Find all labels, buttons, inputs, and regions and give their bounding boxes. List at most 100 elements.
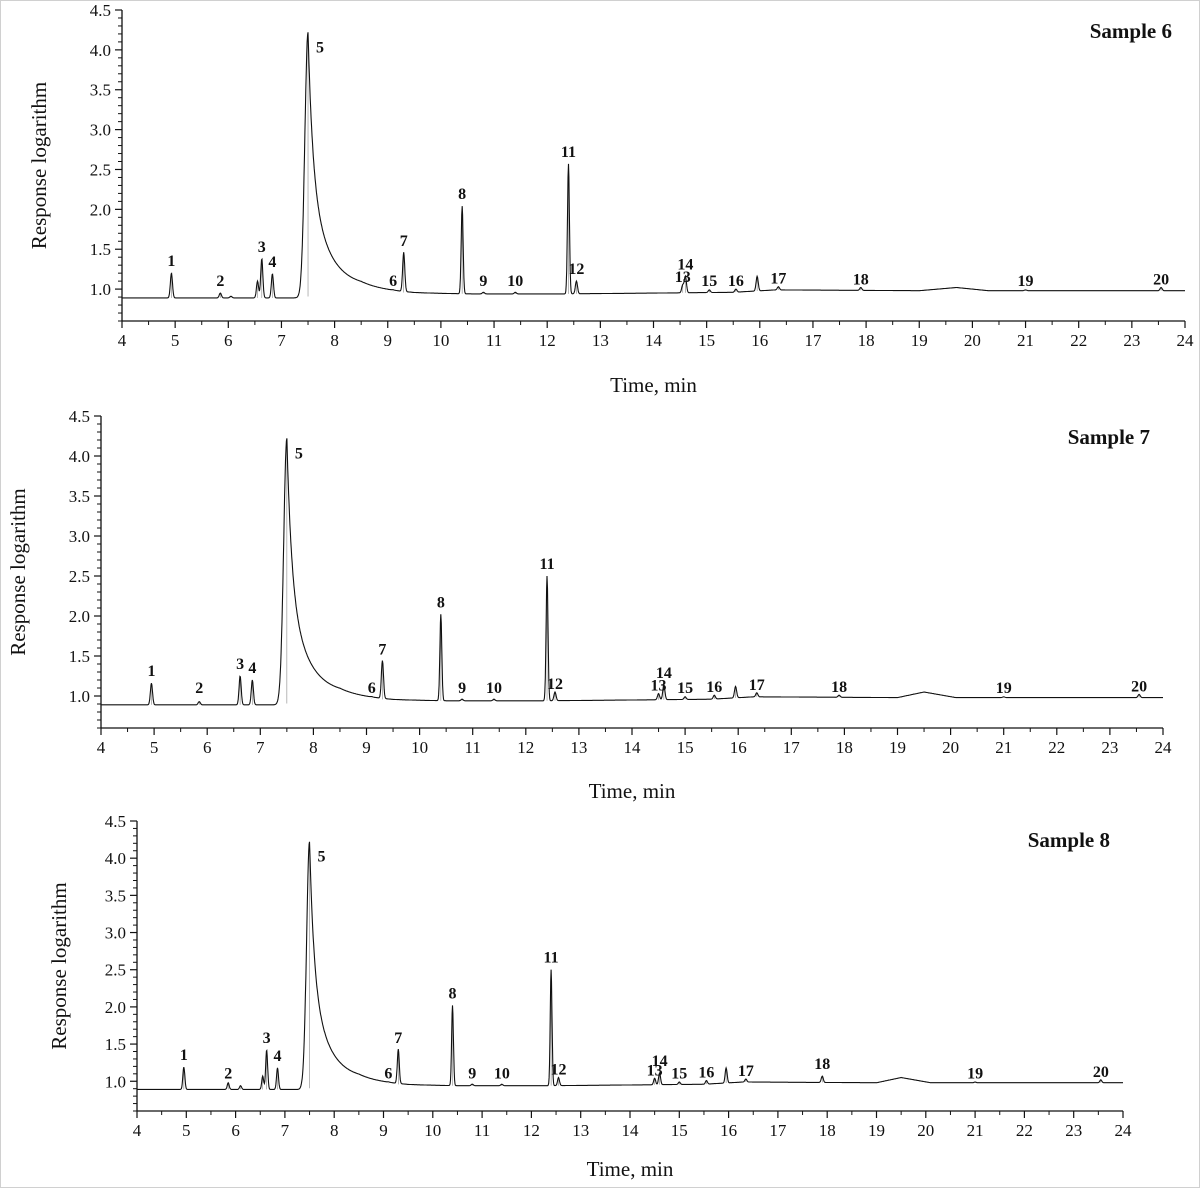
- x-tick-label: 11: [486, 331, 502, 350]
- peak-label: 9: [468, 1065, 476, 1082]
- x-tick-label: 18: [836, 738, 853, 757]
- peak-label: 11: [539, 556, 554, 573]
- x-tick-label: 4: [118, 331, 127, 350]
- y-axis-label: Response logarithm: [6, 488, 30, 655]
- y-tick-label: 1.0: [105, 1072, 126, 1091]
- peak-label: 16: [728, 273, 744, 290]
- peak-label: 18: [853, 272, 869, 289]
- peak-label: 7: [394, 1030, 402, 1047]
- x-tick-label: 20: [917, 1121, 934, 1140]
- x-tick-label: 16: [720, 1121, 737, 1140]
- peak-label: 20: [1153, 272, 1169, 289]
- x-tick-label: 15: [698, 331, 715, 350]
- x-tick-label: 14: [622, 1121, 640, 1140]
- peak-label: 10: [494, 1065, 510, 1082]
- peak-label: 12: [547, 676, 563, 693]
- x-tick-label: 10: [411, 738, 428, 757]
- x-tick-label: 22: [1016, 1121, 1033, 1140]
- x-tick-label: 24: [1177, 331, 1195, 350]
- peak-label: 15: [701, 273, 717, 290]
- x-tick-label: 8: [330, 331, 339, 350]
- x-tick-label: 15: [677, 738, 694, 757]
- y-tick-label: 2.0: [69, 607, 90, 626]
- x-tick-label: 6: [231, 1121, 240, 1140]
- y-tick-label: 1.0: [69, 687, 90, 706]
- peak-label: 10: [486, 680, 502, 697]
- x-tick-label: 8: [309, 738, 318, 757]
- x-tick-label: 17: [783, 738, 801, 757]
- x-tick-label: 7: [281, 1121, 290, 1140]
- x-tick-label: 22: [1070, 331, 1087, 350]
- peak-label: 19: [967, 1065, 983, 1082]
- peak-label: 4: [248, 660, 256, 677]
- x-tick-label: 5: [171, 331, 180, 350]
- peak-label: 8: [458, 186, 466, 203]
- peak-label: 1: [147, 663, 155, 680]
- peak-label: 6: [384, 1065, 392, 1082]
- peak-label: 2: [216, 273, 224, 290]
- y-tick-label: 4.0: [90, 41, 111, 60]
- x-axis-label: Time, min: [589, 779, 676, 803]
- chart-title: Sample 6: [1090, 19, 1172, 43]
- peak-label: 12: [568, 261, 584, 278]
- x-tick-label: 7: [277, 331, 286, 350]
- x-tick-label: 24: [1155, 738, 1173, 757]
- peak-label: 17: [770, 271, 786, 288]
- y-tick-label: 3.0: [90, 121, 111, 140]
- peak-label: 6: [389, 273, 397, 290]
- peak-label: 11: [561, 144, 576, 161]
- x-tick-label: 17: [769, 1121, 787, 1140]
- peak-label: 10: [507, 273, 523, 290]
- y-tick-label: 2.5: [105, 961, 126, 980]
- x-tick-label: 17: [804, 331, 822, 350]
- y-tick-label: 3.0: [69, 527, 90, 546]
- y-tick-label: 2.0: [90, 200, 111, 219]
- x-tick-label: 19: [911, 331, 928, 350]
- peak-label: 1: [180, 1047, 188, 1064]
- peak-label: 9: [458, 680, 466, 697]
- peak-label: 5: [316, 39, 324, 56]
- x-tick-label: 11: [465, 738, 481, 757]
- x-tick-label: 13: [570, 738, 587, 757]
- x-tick-label: 9: [384, 331, 393, 350]
- peak-label: 12: [551, 1062, 567, 1079]
- y-tick-label: 1.5: [69, 647, 90, 666]
- peak-label: 16: [698, 1065, 714, 1082]
- y-axis-label: Response logarithm: [27, 82, 51, 249]
- peak-label: 6: [368, 680, 376, 697]
- x-tick-label: 20: [964, 331, 981, 350]
- x-tick-label: 21: [1017, 331, 1034, 350]
- chromatogram-trace: [122, 32, 1185, 299]
- x-tick-label: 4: [133, 1121, 142, 1140]
- x-tick-label: 23: [1101, 738, 1118, 757]
- chart-title: Sample 8: [1028, 828, 1110, 852]
- chart-title: Sample 7: [1068, 425, 1150, 449]
- x-axis-label: Time, min: [587, 1157, 674, 1181]
- x-tick-label: 21: [995, 738, 1012, 757]
- peak-label: 5: [295, 445, 303, 462]
- x-tick-label: 23: [1123, 331, 1140, 350]
- peak-label: 3: [263, 1030, 271, 1047]
- peak-label: 14: [677, 256, 693, 273]
- x-axis-label: Time, min: [610, 373, 697, 397]
- x-tick-label: 11: [474, 1121, 490, 1140]
- peak-label: 19: [996, 680, 1012, 697]
- x-tick-label: 9: [379, 1121, 388, 1140]
- peak-label: 13: [647, 1062, 663, 1079]
- y-tick-label: 1.5: [90, 240, 111, 259]
- y-tick-label: 3.5: [90, 81, 111, 100]
- x-tick-label: 16: [730, 738, 747, 757]
- chart-panel-sample-6: Sample 6 Time, min Response logarithm 4 5…: [27, 1, 1194, 397]
- x-tick-label: 6: [224, 331, 233, 350]
- x-tick-label: 18: [858, 331, 875, 350]
- x-tick-label: 24: [1115, 1121, 1133, 1140]
- x-tick-label: 22: [1048, 738, 1065, 757]
- x-tick-label: 14: [624, 738, 642, 757]
- peak-label: 11: [544, 950, 559, 967]
- x-tick-label: 16: [751, 331, 768, 350]
- x-tick-label: 10: [424, 1121, 441, 1140]
- x-tick-label: 18: [819, 1121, 836, 1140]
- peak-label: 18: [831, 679, 847, 696]
- peak-label: 19: [1018, 273, 1034, 290]
